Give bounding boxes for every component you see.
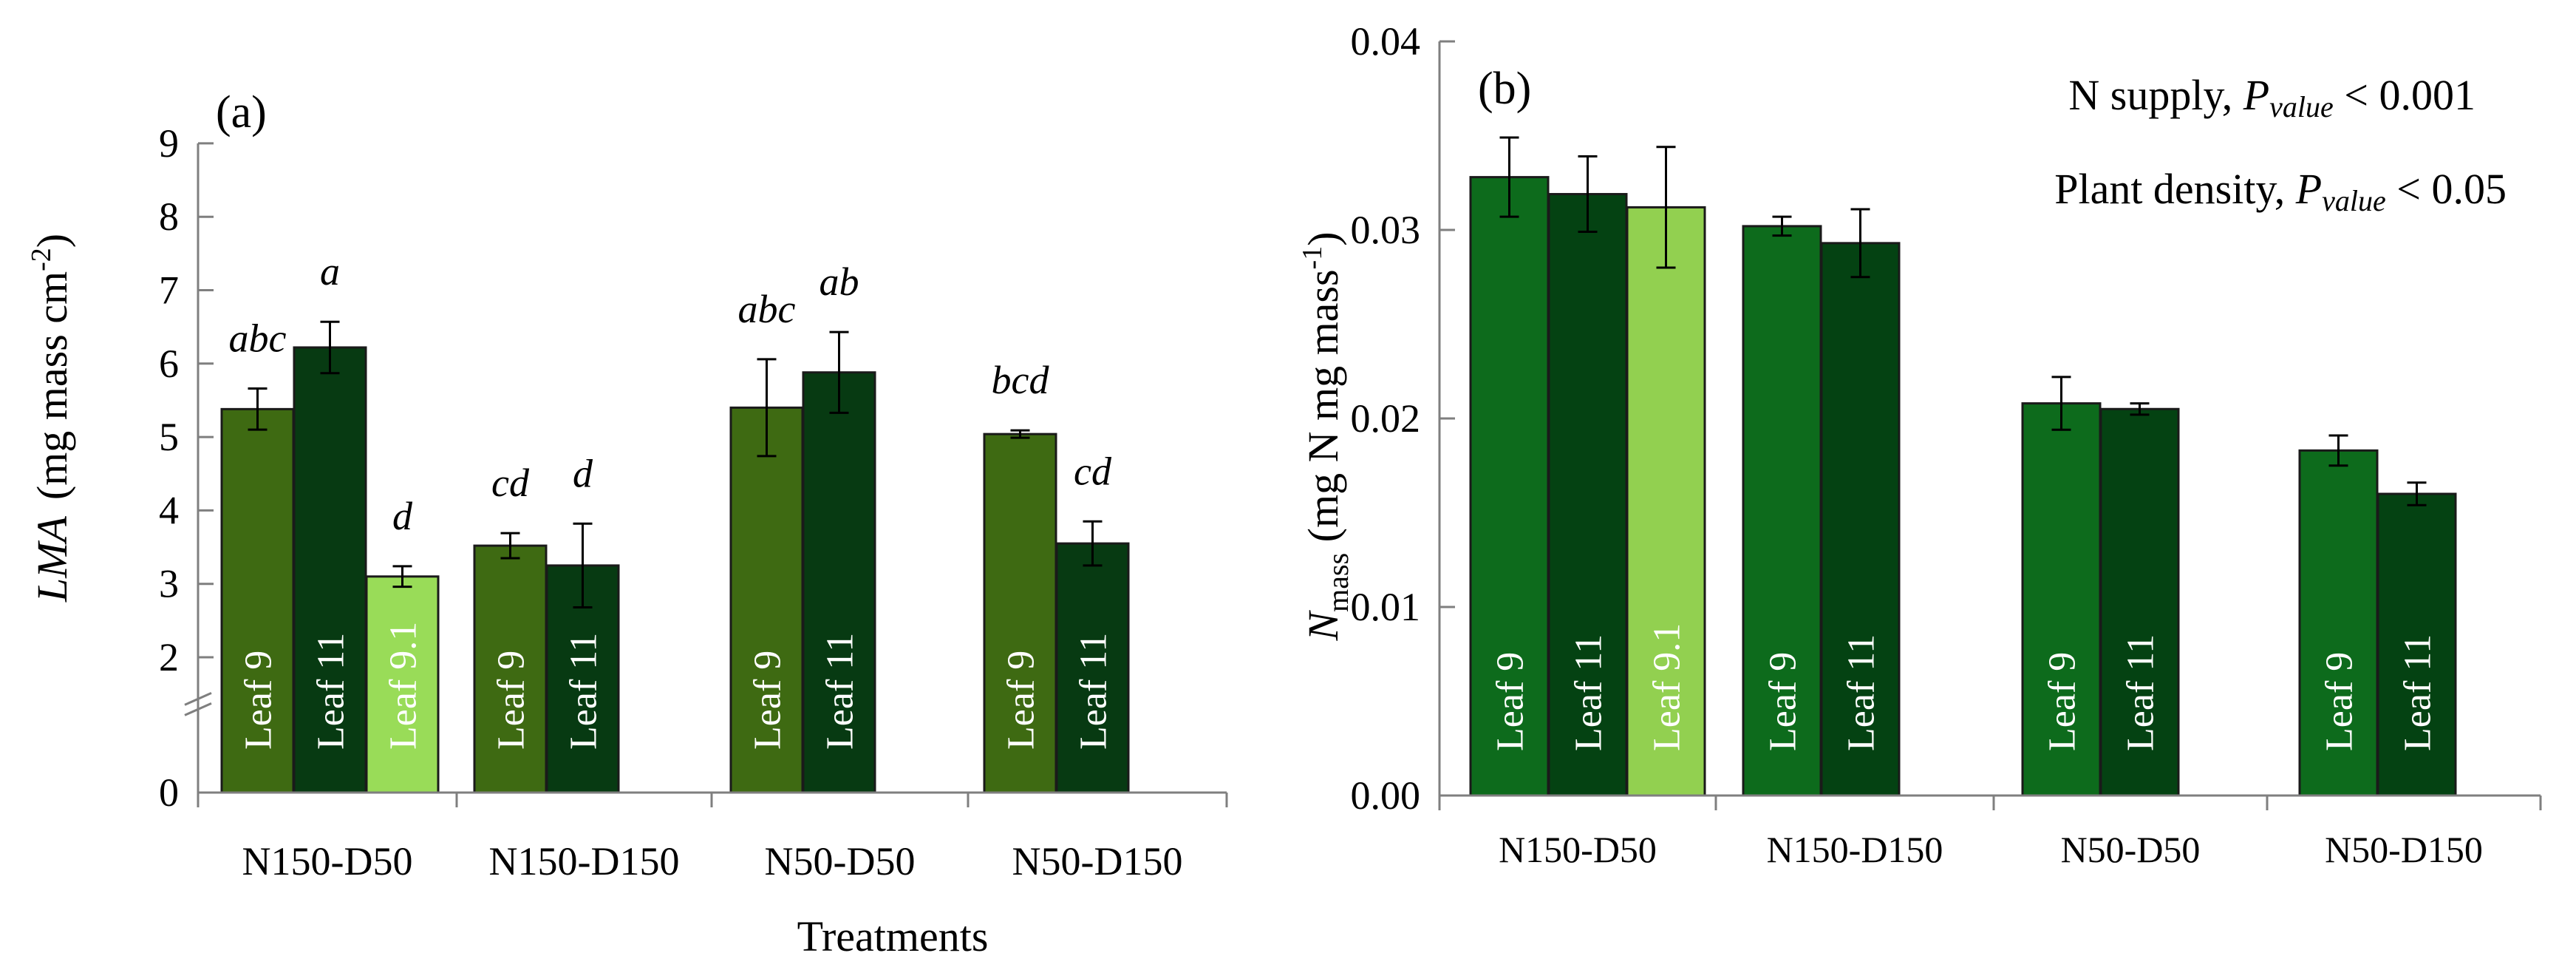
y-tick-label: 0.03 [1351, 208, 1421, 252]
bar-series-label: Leaf 9 [238, 651, 280, 750]
y-tick-label: 0.00 [1351, 773, 1421, 818]
panel-b-y-axis-title-sub: mass [1321, 553, 1355, 612]
bar-series-label: Leaf 9.1 [1646, 623, 1689, 751]
panel-a-y-axis-title-var: LMA [28, 516, 76, 603]
bar-series-label: Leaf 9 [1490, 652, 1532, 751]
panel-b-label: (b) [1478, 64, 1531, 114]
x-category-label: N150-D50 [1499, 829, 1657, 870]
panel-b-y-axis-title-unit: (mg N mg mass [1299, 269, 1347, 552]
y-tick-label: 0 [159, 770, 179, 815]
significance-letter: d [392, 494, 413, 538]
significance-letter: abc [738, 287, 796, 331]
panel-b-y-axis-title-close: ) [1299, 231, 1347, 245]
y-tick-label: 6 [159, 342, 179, 386]
annotation-plant-density-p-sub: value [2322, 184, 2386, 217]
y-tick-label: 0.02 [1351, 396, 1421, 441]
bar-series-label: Leaf 11 [1568, 634, 1610, 751]
bar-n50-d150-leaf-11 [1055, 542, 1130, 794]
panel-a-lma-chart: Leaf 9 abc Leaf 11 a Leaf 9.1 d Leaf 9 cd Leaf 1… [26, 87, 1228, 960]
panel-a-y-axis-title-close: ) [28, 234, 76, 248]
y-tick-label: 5 [159, 415, 179, 459]
x-category-label: N150-D150 [489, 839, 680, 883]
panel-b-y-axis-title: Nmass (mg N mg mass-1) [1297, 231, 1355, 641]
panel-b-y-axis-title-var: N [1299, 610, 1347, 642]
y-tick-label: 0.01 [1351, 585, 1421, 629]
panel-a-error-bars [248, 320, 1103, 608]
bar-n150-d50-leaf-9 [220, 407, 295, 794]
bar-series-label: Leaf 11 [1073, 633, 1115, 750]
annotation-plant-density-value: < 0.05 [2386, 165, 2507, 213]
bar-series-label: Leaf 9.1 [383, 622, 425, 750]
y-tick-label: 8 [159, 194, 179, 239]
x-category-label: N150-D150 [1767, 829, 1943, 870]
x-category-label: N50-D50 [765, 839, 916, 883]
panel-a-x-axis: N150-D50 N150-D150 N50-D50 N50-D150 [197, 791, 1228, 883]
bar-series-label: Leaf 11 [1841, 634, 1883, 751]
bar-series-label: Leaf 9 [2042, 652, 2084, 751]
bar-n150-d50-leaf-9-1 [1626, 206, 1706, 797]
panel-b-y-axis: 0.00 0.01 0.02 0.03 0.04 [1351, 19, 1455, 818]
y-tick-label: 9 [159, 121, 179, 166]
bar-n50-d150-leaf-9 [983, 433, 1057, 794]
y-tick-label: 7 [159, 268, 179, 313]
x-category-label: N50-D50 [2061, 829, 2201, 870]
annotation-n-supply-p-sub: value [2269, 90, 2334, 123]
bar-n50-d50-leaf-11 [2099, 407, 2180, 797]
bar-series-label: Leaf 9 [2319, 652, 2361, 751]
panel-a-y-axis-title-unit: (mg mass cm [28, 271, 76, 500]
bar-series-label: Leaf 11 [563, 633, 605, 750]
bar-n50-d50-leaf-11 [802, 371, 876, 794]
panel-b-x-axis: N150-D50 N150-D150 N50-D50 N50-D150 [1438, 794, 2542, 870]
significance-letter: bcd [992, 358, 1050, 402]
y-tick-label: 0.04 [1351, 19, 1421, 64]
annotation-plant-density-p: P [2295, 165, 2322, 213]
panel-a-x-axis-title: Treatments [797, 912, 989, 960]
panel-a-y-axis-title: LMA (mg mass cm-2) [26, 234, 76, 603]
significance-letter: abc [229, 316, 287, 361]
bar-series-label: Leaf 9 [747, 651, 789, 750]
bar-n150-d50-leaf-11 [293, 346, 367, 794]
panel-a-y-axis: 0 2 3 4 5 6 7 8 9 [159, 121, 214, 815]
bar-series-label: Leaf 11 [820, 633, 862, 750]
bar-n150-d150-leaf-9 [473, 544, 548, 794]
panel-a-label: (a) [216, 87, 267, 138]
annotation-plant-density: Plant density, Pvalue < 0.05 [2054, 165, 2507, 217]
x-category-label: N50-D150 [1012, 839, 1183, 883]
panel-b-error-bars [1499, 136, 2427, 506]
panel-a-bars: Leaf 9 abc Leaf 11 a Leaf 9.1 d Leaf 9 cd Leaf 1… [220, 249, 1130, 794]
annotation-n-supply-label: N supply, [2068, 71, 2243, 119]
bar-n50-d150-leaf-9 [2298, 449, 2379, 797]
x-category-label: N150-D50 [242, 839, 413, 883]
panel-b-y-axis-title-exp: -1 [1297, 246, 1328, 270]
bar-series-label: Leaf 11 [2120, 634, 2162, 751]
significance-letter: d [573, 451, 593, 495]
y-tick-label: 4 [159, 488, 179, 532]
bar-series-label: Leaf 9 [491, 651, 533, 750]
annotation-n-supply-value: < 0.001 [2334, 71, 2476, 119]
panel-b-nmass-chart: Leaf 9 Leaf 11 Leaf 9.1 Leaf 9 Leaf 11 Leaf 9… [1297, 19, 2542, 870]
significance-letter: ab [820, 260, 859, 304]
y-tick-label: 2 [159, 635, 179, 679]
bar-n50-d50-leaf-9 [729, 406, 804, 794]
significance-letter: cd [1074, 449, 1112, 493]
significance-letter: a [320, 249, 340, 294]
panel-a-y-axis-title-exp: -2 [26, 248, 57, 271]
annotation-n-supply: N supply, Pvalue < 0.001 [2068, 71, 2476, 123]
significance-letter: cd [491, 461, 530, 505]
bar-series-label: Leaf 11 [2397, 634, 2439, 751]
bar-n150-d150-leaf-9 [1742, 225, 1822, 797]
axis-break-mark [184, 691, 212, 706]
bar-series-label: Leaf 11 [310, 633, 352, 750]
annotation-plant-density-label: Plant density, [2054, 165, 2296, 213]
bar-series-label: Leaf 9 [1001, 651, 1043, 750]
annotation-n-supply-p: P [2243, 71, 2269, 119]
bar-series-label: Leaf 9 [1762, 652, 1805, 751]
x-category-label: N50-D150 [2325, 829, 2483, 870]
y-tick-label: 3 [159, 562, 179, 606]
axis-break-mark [184, 702, 212, 716]
